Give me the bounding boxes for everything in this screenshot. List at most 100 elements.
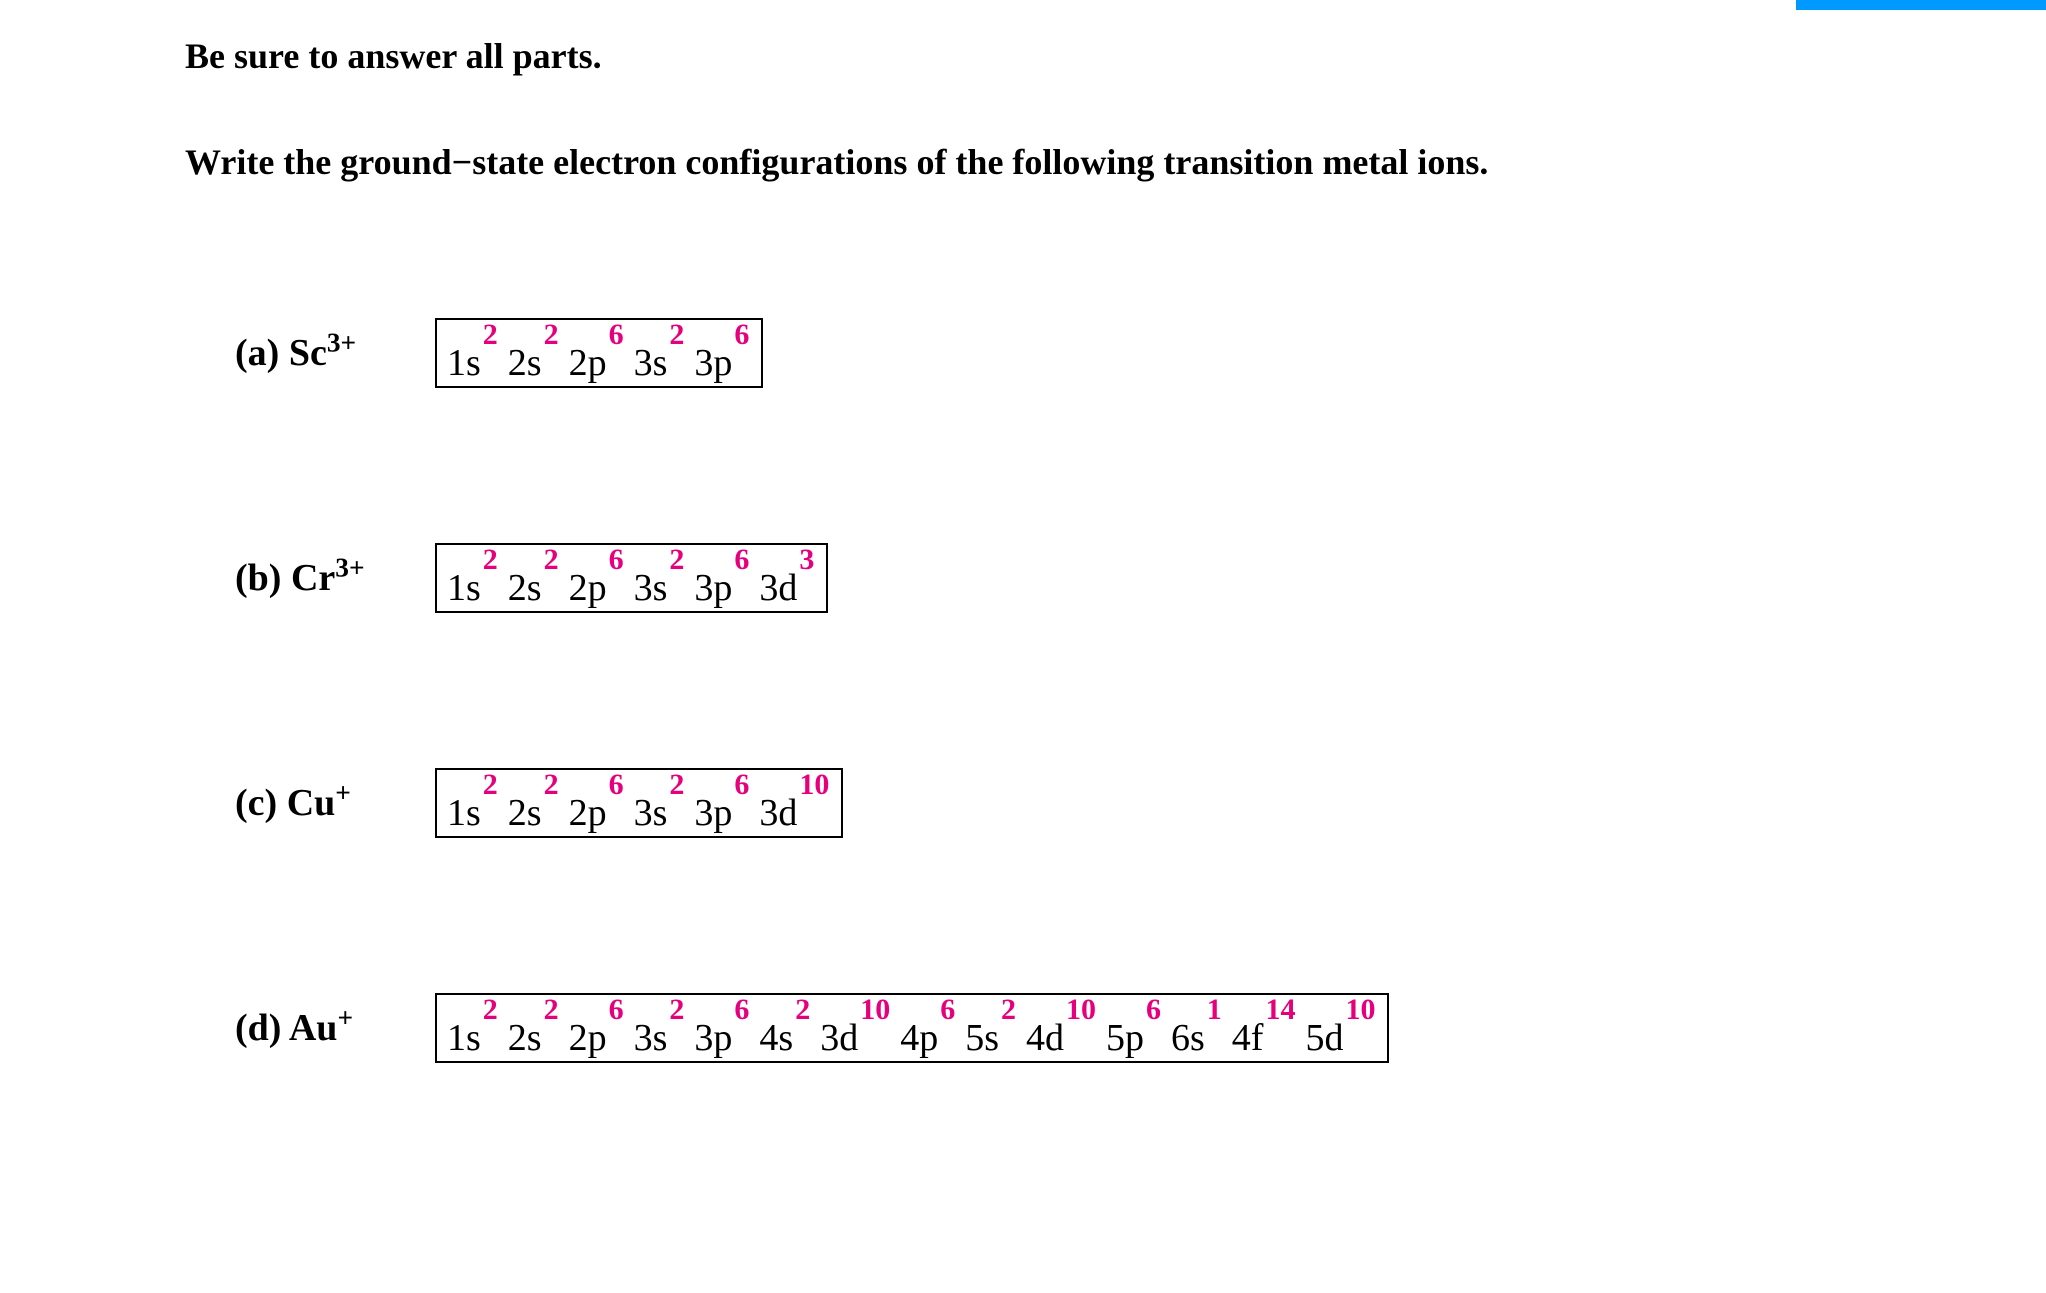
- paren-open: (: [235, 332, 248, 374]
- paren-close: ): [269, 1007, 289, 1049]
- orbital-exponent: 6: [734, 545, 749, 575]
- orbital-exponent: 2: [483, 995, 498, 1025]
- orbital-exponent: 2: [669, 770, 684, 800]
- problem-letter: b: [248, 557, 269, 599]
- orbital: 3s2: [634, 794, 693, 832]
- orbital: 1s2: [447, 794, 506, 832]
- orbital: 3p6: [694, 1019, 757, 1057]
- orbital-shell: 3p: [694, 1019, 732, 1057]
- orbital-exponent: 2: [544, 995, 559, 1025]
- orbital-exponent: 6: [940, 995, 955, 1025]
- orbital-exponent: 6: [734, 995, 749, 1025]
- orbital-shell: 2s: [508, 794, 542, 832]
- electron-config-box: 1s22s22p63s23p64s23d104p65s24d105p66s14f…: [435, 993, 1389, 1063]
- orbital-exponent: 2: [1001, 995, 1016, 1025]
- orbital-shell: 5p: [1106, 1019, 1144, 1057]
- orbital-exponent: 6: [609, 770, 624, 800]
- orbital-shell: 4d: [1026, 1019, 1064, 1057]
- orbital-exponent: 10: [1345, 995, 1375, 1025]
- orbital-shell: 2s: [508, 344, 542, 382]
- orbital: 3d3: [759, 569, 814, 607]
- orbital: 4f14: [1232, 1019, 1304, 1057]
- ion-charge: 3+: [327, 328, 356, 358]
- orbital-shell: 3p: [694, 569, 732, 607]
- problem-row: (c) Cu+1s22s22p63s23p63d10: [235, 768, 2046, 838]
- orbital: 1s2: [447, 344, 506, 382]
- electron-config-box: 1s22s22p63s23p6: [435, 318, 763, 388]
- orbital: 2p6: [569, 569, 632, 607]
- orbital: 2s2: [508, 344, 567, 382]
- orbital: 3p6: [694, 344, 749, 382]
- orbital: 4p6: [900, 1019, 963, 1057]
- orbital: 3p6: [694, 794, 757, 832]
- element-symbol: Sc: [289, 332, 327, 374]
- orbital-shell: 3d: [820, 1019, 858, 1057]
- problem-letter: c: [248, 782, 265, 824]
- orbital-exponent: 2: [483, 770, 498, 800]
- orbital-shell: 5d: [1305, 1019, 1343, 1057]
- orbital-shell: 2p: [569, 569, 607, 607]
- orbital-exponent: 2: [483, 545, 498, 575]
- problem-letter: a: [248, 332, 267, 374]
- orbital: 3s2: [634, 344, 693, 382]
- orbital: 1s2: [447, 569, 506, 607]
- ion-charge: 3+: [335, 553, 364, 583]
- instruction-line-2: Write the ground−state electron configur…: [185, 136, 2046, 188]
- orbital: 4s2: [759, 1019, 818, 1057]
- paren-open: (: [235, 782, 248, 824]
- orbital: 3d10: [759, 794, 829, 832]
- orbital: 3s2: [634, 1019, 693, 1057]
- ion-charge: +: [335, 778, 351, 808]
- element-symbol: Au: [289, 1007, 338, 1049]
- paren-close: ): [267, 332, 289, 374]
- orbital: 6s1: [1171, 1019, 1230, 1057]
- orbital-shell: 2p: [569, 1019, 607, 1057]
- orbital-shell: 4f: [1232, 1019, 1264, 1057]
- orbital-shell: 3d: [759, 569, 797, 607]
- problem-label: (b) Cr3+: [235, 556, 435, 600]
- problems-list: (a) Sc3+1s22s22p63s23p6(b) Cr3+1s22s22p6…: [185, 318, 2046, 1063]
- paren-close: ): [269, 557, 291, 599]
- orbital-shell: 4p: [900, 1019, 938, 1057]
- orbital-exponent: 2: [544, 545, 559, 575]
- orbital: 5d10: [1305, 1019, 1375, 1057]
- orbital-shell: 3p: [694, 344, 732, 382]
- orbital-exponent: 14: [1265, 995, 1295, 1025]
- orbital-exponent: 6: [734, 320, 749, 350]
- problem-row: (b) Cr3+1s22s22p63s23p63d3: [235, 543, 2046, 613]
- orbital-shell: 1s: [447, 344, 481, 382]
- problem-row: (d) Au+1s22s22p63s23p64s23d104p65s24d105…: [235, 993, 2046, 1063]
- orbital: 5s2: [965, 1019, 1024, 1057]
- orbital-exponent: 2: [669, 320, 684, 350]
- orbital-shell: 2s: [508, 1019, 542, 1057]
- ion-charge: +: [337, 1003, 353, 1033]
- orbital-shell: 2p: [569, 794, 607, 832]
- orbital: 3p6: [694, 569, 757, 607]
- electron-config-box: 1s22s22p63s23p63d10: [435, 768, 843, 838]
- orbital-shell: 3p: [694, 794, 732, 832]
- orbital: 3s2: [634, 569, 693, 607]
- orbital: 3d10: [820, 1019, 898, 1057]
- orbital-exponent: 2: [669, 545, 684, 575]
- instructions-block: Be sure to answer all parts. Write the g…: [185, 30, 2046, 188]
- orbital: 2s2: [508, 569, 567, 607]
- orbital-exponent: 6: [1146, 995, 1161, 1025]
- page: Be sure to answer all parts. Write the g…: [0, 0, 2046, 1293]
- orbital-shell: 2s: [508, 569, 542, 607]
- problem-label: (c) Cu+: [235, 781, 435, 825]
- orbital-shell: 3d: [759, 794, 797, 832]
- element-symbol: Cr: [291, 557, 335, 599]
- orbital-exponent: 10: [1066, 995, 1096, 1025]
- problem-label: (a) Sc3+: [235, 331, 435, 375]
- problem-letter: d: [248, 1007, 269, 1049]
- orbital-exponent: 2: [483, 320, 498, 350]
- orbital-exponent: 2: [544, 770, 559, 800]
- orbital: 2p6: [569, 1019, 632, 1057]
- paren-open: (: [235, 557, 248, 599]
- orbital-exponent: 6: [609, 995, 624, 1025]
- orbital-shell: 1s: [447, 1019, 481, 1057]
- orbital-shell: 3s: [634, 344, 668, 382]
- orbital: 1s2: [447, 1019, 506, 1057]
- orbital-shell: 4s: [759, 1019, 793, 1057]
- orbital-exponent: 3: [799, 545, 814, 575]
